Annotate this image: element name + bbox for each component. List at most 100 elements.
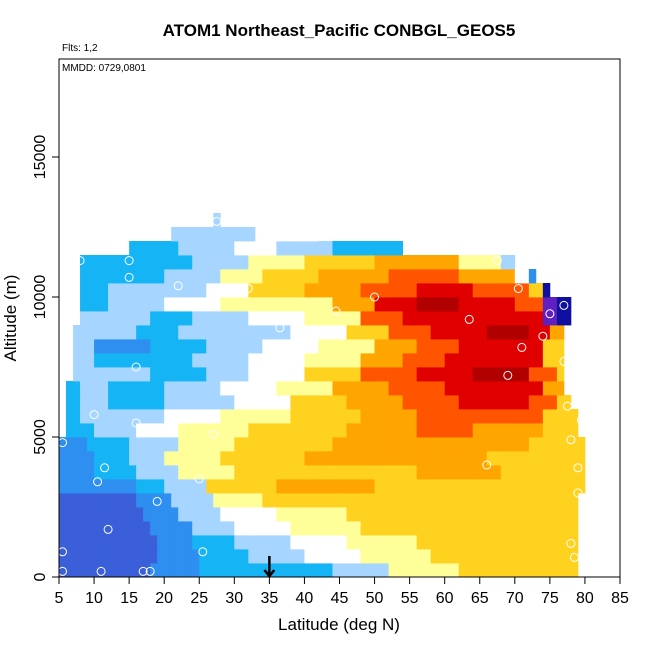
heatmap-cell — [325, 297, 333, 312]
heatmap-cell — [563, 409, 572, 424]
heatmap-cell — [206, 563, 214, 578]
heatmap-cell — [472, 521, 481, 536]
heatmap-cell — [402, 521, 411, 536]
flight-point — [331, 306, 341, 316]
heatmap-cell — [178, 423, 186, 438]
heatmap-cell — [423, 437, 432, 452]
heatmap-cell — [451, 381, 460, 396]
heatmap-cell — [220, 465, 228, 480]
heatmap-cell — [535, 521, 544, 536]
heatmap-cell — [87, 395, 95, 410]
heatmap-cell — [416, 283, 425, 298]
heatmap-cell — [255, 241, 263, 256]
heatmap-cell — [73, 549, 81, 564]
heatmap-cell — [255, 381, 263, 396]
heatmap-cell — [304, 437, 312, 452]
heatmap-cell — [437, 283, 446, 298]
heatmap-cell — [178, 353, 186, 368]
heatmap-cell — [388, 241, 396, 256]
heatmap-cell — [402, 311, 411, 326]
heatmap-cell — [556, 395, 565, 410]
heatmap-cell — [136, 269, 144, 284]
heatmap-cell — [542, 283, 551, 298]
heatmap-cell — [486, 451, 495, 466]
heatmap-cell — [500, 339, 509, 354]
heatmap-cell — [129, 325, 137, 340]
heatmap-cell — [262, 395, 270, 410]
heatmap-cell — [423, 479, 432, 494]
heatmap-cell — [444, 297, 453, 312]
heatmap-cell — [241, 367, 249, 382]
heatmap-cell — [381, 283, 389, 298]
heatmap-cell — [458, 395, 467, 410]
heatmap-cell — [157, 297, 165, 312]
heatmap-cell — [318, 283, 326, 298]
heatmap-cell — [248, 297, 256, 312]
heatmap-cell — [290, 255, 298, 270]
heatmap-cell — [248, 493, 256, 508]
heatmap-cell — [80, 409, 88, 424]
heatmap-cell — [171, 451, 179, 466]
heatmap-cell — [360, 507, 368, 522]
heatmap-cell — [269, 297, 277, 312]
heatmap-cell — [213, 311, 221, 326]
heatmap-cell — [192, 563, 200, 578]
heatmap-cell — [486, 381, 495, 396]
heatmap-cell — [388, 493, 396, 508]
heatmap-cell — [115, 395, 123, 410]
heatmap-cell — [465, 479, 474, 494]
heatmap-cell — [514, 409, 523, 424]
heatmap-cell — [332, 507, 340, 522]
heatmap-cell — [269, 381, 277, 396]
heatmap-cell — [171, 297, 179, 312]
heatmap-cell — [150, 493, 158, 508]
heatmap-cell — [171, 339, 179, 354]
heatmap-cell — [549, 311, 558, 326]
heatmap-cell — [430, 521, 439, 536]
heatmap-cell — [402, 493, 411, 508]
heatmap-cell — [101, 339, 109, 354]
x-tick-label: 50 — [366, 590, 384, 607]
heatmap-cell — [416, 353, 425, 368]
heatmap-cell — [290, 507, 298, 522]
heatmap-cell — [276, 479, 284, 494]
heatmap-cell — [528, 479, 537, 494]
heatmap-cell — [108, 465, 116, 480]
heatmap-cell — [80, 451, 88, 466]
heatmap-cell — [178, 409, 186, 424]
heatmap-cell — [213, 423, 221, 438]
heatmap-cell — [402, 409, 411, 424]
heatmap-cell — [549, 423, 558, 438]
heatmap-cell — [101, 255, 109, 270]
heatmap-cell — [241, 255, 249, 270]
heatmap-cell — [521, 269, 530, 284]
heatmap-cell — [423, 535, 432, 550]
heatmap-cell — [360, 353, 368, 368]
heatmap-cell — [150, 395, 158, 410]
heatmap-cell — [136, 381, 144, 396]
heatmap-cell — [164, 465, 172, 480]
heatmap-cell — [206, 493, 214, 508]
heatmap-cell — [395, 367, 404, 382]
heatmap-cell — [262, 437, 270, 452]
heatmap-cell — [234, 507, 242, 522]
heatmap-cell — [276, 269, 284, 284]
heatmap-cell — [430, 325, 439, 340]
heatmap-cell — [416, 409, 425, 424]
heatmap-cell — [507, 381, 516, 396]
heatmap-cell — [129, 339, 137, 354]
heatmap-cell — [108, 395, 116, 410]
heatmap-cell — [514, 493, 523, 508]
heatmap-cell — [458, 255, 467, 270]
heatmap-cell — [472, 423, 481, 438]
heatmap-cell — [353, 507, 361, 522]
heatmap-cell — [87, 535, 95, 550]
heatmap-cell — [472, 353, 481, 368]
heatmap-cell — [164, 423, 172, 438]
heatmap-cell — [87, 381, 95, 396]
heatmap-cell — [451, 521, 460, 536]
heatmap-cell — [213, 241, 221, 256]
heatmap-cell — [297, 241, 305, 256]
heatmap-cell — [220, 549, 228, 564]
heatmap-cell — [213, 479, 221, 494]
